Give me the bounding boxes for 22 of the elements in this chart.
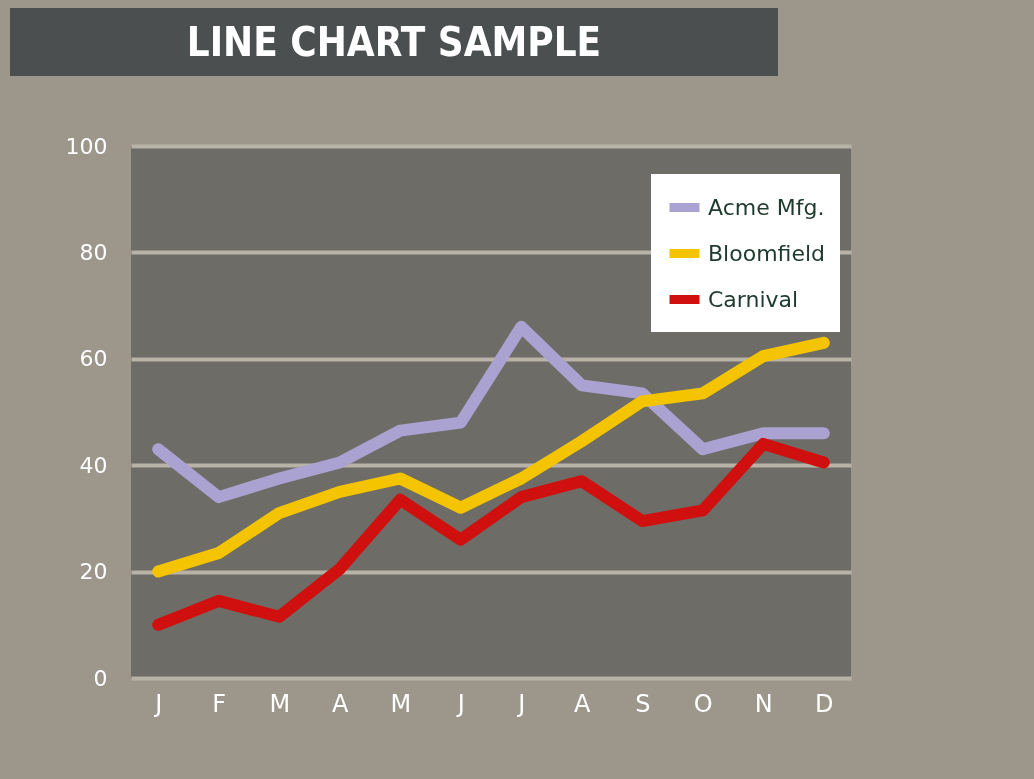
x-tick-label: O bbox=[693, 689, 713, 718]
x-tick-label: M bbox=[269, 689, 291, 718]
x-tick-label: S bbox=[635, 689, 651, 718]
x-tick-label: J bbox=[516, 689, 526, 718]
x-tick-label: D bbox=[815, 689, 834, 718]
x-tick-label: A bbox=[574, 689, 592, 718]
legend-label: Bloomfield bbox=[708, 240, 826, 266]
x-tick-label: M bbox=[390, 689, 412, 718]
legend-label: Carnival bbox=[708, 286, 799, 312]
y-tick-label: 100 bbox=[65, 133, 108, 159]
y-tick-label: 40 bbox=[79, 452, 108, 478]
y-tick-label: 0 bbox=[93, 665, 108, 691]
legend-label: Acme Mfg. bbox=[708, 194, 825, 220]
chart-title: LINE CHART SAMPLE bbox=[10, 8, 778, 76]
y-tick-label: 60 bbox=[79, 346, 108, 372]
y-tick-label: 80 bbox=[79, 239, 108, 265]
x-tick-label: A bbox=[332, 689, 350, 718]
x-tick-label: F bbox=[212, 689, 227, 718]
y-tick-label: 20 bbox=[79, 559, 108, 585]
x-tick-label: J bbox=[153, 689, 163, 718]
x-tick-label: J bbox=[455, 689, 465, 718]
x-tick-label: N bbox=[754, 689, 773, 718]
